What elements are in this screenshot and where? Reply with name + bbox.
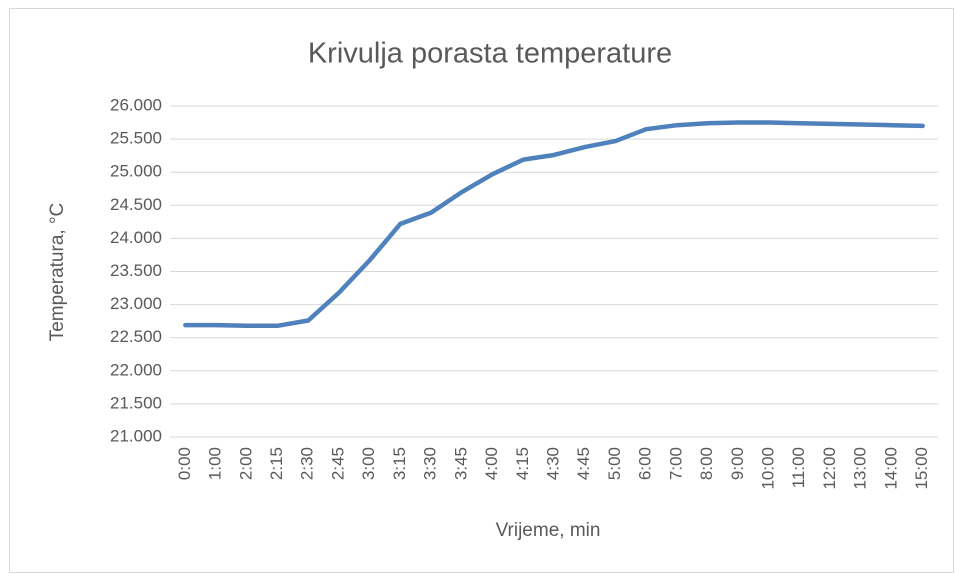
data-line: [183, 120, 925, 329]
y-axis-label: Temperatura, °C: [47, 203, 68, 342]
x-tick-label: 8:00: [697, 447, 716, 480]
x-tick-label: 4:30: [543, 447, 562, 480]
y-tick-label: 22.500: [110, 327, 162, 346]
x-tick-label: 5:00: [605, 447, 624, 480]
y-tick-label: 21.500: [110, 393, 162, 412]
x-tick-label: 7:00: [666, 447, 685, 480]
y-tick-label: 25.500: [110, 129, 162, 148]
x-tick-label: 2:15: [267, 447, 286, 480]
x-tick-label: 3:00: [359, 447, 378, 480]
x-tick-label: 4:15: [513, 447, 532, 480]
x-tick-label: 2:00: [236, 447, 255, 480]
chart-border: [9, 8, 954, 573]
x-tick-label: 14:00: [881, 447, 900, 490]
x-tick-label: 6:00: [636, 447, 655, 480]
y-tick-label: 24.000: [110, 228, 162, 247]
y-tick-label: 23.000: [110, 294, 162, 313]
x-tick-label: 2:45: [328, 447, 347, 480]
x-tick-label: 3:15: [390, 447, 409, 480]
x-tick-label: 4:45: [574, 447, 593, 480]
y-tick-label: 22.000: [110, 360, 162, 379]
x-tick-label: 0:00: [175, 447, 194, 480]
y-tick-label: 25.000: [110, 162, 162, 181]
x-tick-label: 2:30: [298, 447, 317, 480]
x-tick-label: 13:00: [851, 447, 870, 490]
x-tick-label: 1:00: [206, 447, 225, 480]
x-axis-label: Vrijeme, min: [496, 520, 601, 541]
y-tick-label: 24.500: [110, 195, 162, 214]
x-tick-label: 3:45: [451, 447, 470, 480]
x-tick-label: 10:00: [759, 447, 778, 490]
x-tick-label: 3:30: [421, 447, 440, 480]
x-tick-label: 4:00: [482, 447, 501, 480]
x-tick-label: 12:00: [820, 447, 839, 490]
y-tick-label: 26.000: [110, 95, 162, 114]
x-tick-label: 9:00: [728, 447, 747, 480]
x-tick-label: 15:00: [912, 447, 931, 490]
x-tick-label: 11:00: [789, 447, 808, 488]
y-tick-label: 23.500: [110, 261, 162, 280]
chart-title: Krivulja porasta temperature: [308, 38, 672, 70]
y-tick-label: 21.000: [110, 426, 162, 445]
